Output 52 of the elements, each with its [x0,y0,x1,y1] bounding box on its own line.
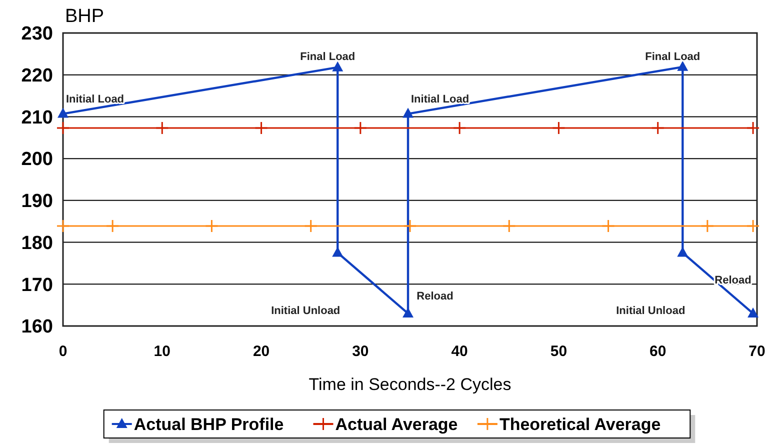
point [677,60,688,71]
point [746,121,760,135]
annotation: Initial Load [410,94,470,106]
point [403,219,417,233]
x-tick-label: 40 [451,343,468,360]
legend-label: Actual Average [335,414,458,434]
point [304,219,318,233]
point [56,219,70,233]
point [354,121,368,135]
x-axis-title: Time in Seconds--2 Cycles [308,375,512,394]
point [106,219,120,233]
y-tick-label: 180 [21,232,53,254]
y-tick-label: 190 [21,191,53,212]
point [748,307,759,318]
point [502,219,516,233]
annotation: Reload [714,274,752,286]
annotation: Final Load [645,50,700,63]
legend-label: Theoretical Average [499,414,661,434]
y-tick-label: 160 [21,316,53,338]
point [602,219,616,233]
annotation: Final Load [300,51,356,64]
annotation: Initial Load [66,94,124,106]
y-axis-title: BHP [65,6,104,27]
x-tick-label: 10 [154,343,170,360]
x-tick-label: 20 [252,343,270,360]
point [452,121,466,135]
annotation: Initial Unload [616,304,686,317]
legend-label: Actual BHP Profile [134,414,284,434]
point [746,219,760,233]
point [332,61,344,72]
x-tick-label: 0 [58,343,68,360]
point [552,121,566,135]
y-tick-label: 170 [21,274,53,296]
point [700,219,714,233]
y-tick-label: 210 [21,107,53,128]
x-tick-label: 60 [650,343,666,360]
annotation: Reload [416,290,454,302]
point [56,121,70,135]
annotation: Initial Unload [271,304,340,317]
y-tick-label: 220 [21,66,53,87]
x-tick-label: 70 [748,343,766,360]
point [651,121,665,135]
point [402,108,414,118]
y-tick-label: 200 [21,149,53,170]
point [204,219,218,233]
x-tick-label: 50 [550,343,568,360]
point [677,246,688,257]
x-tick-label: 30 [352,343,369,360]
point [58,108,68,118]
point [254,121,268,135]
y-tick-label: 230 [21,24,53,45]
point [155,121,169,135]
